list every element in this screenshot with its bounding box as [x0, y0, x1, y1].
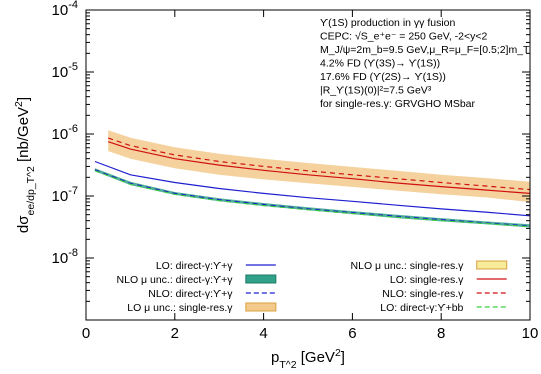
line-lo-single-res — [108, 141, 530, 194]
y-tick-label: 10-7 — [52, 185, 78, 205]
plot-frame — [85, 9, 531, 321]
annotation-block: ϒ(1S) production in γγ fusion CEPC: √S_e⁺… — [320, 17, 530, 110]
line-nlo-direct — [94, 169, 530, 227]
legend-label: LO μ unc.: single-res.γ — [127, 302, 233, 314]
annotation-line: ϒ(1S) production in γγ fusion — [320, 17, 456, 29]
legend-label: LO: single-res.γ — [390, 274, 464, 286]
x-tick-label: 4 — [259, 325, 267, 342]
y-tick-label: 10-4 — [52, 0, 78, 19]
x-axis-label: pT^2 [GeV2] — [271, 347, 345, 371]
legend-swatch — [245, 274, 277, 284]
x-tick-label: 10 — [522, 325, 539, 342]
annotation-line: |R_ϒ(1S)(0)|²=7.5 GeV³ — [320, 85, 432, 97]
legend-label: NLO μ unc.: single-res.γ — [351, 260, 465, 272]
ticks-layer: 0 2 4 6 8 10 10-8 10-7 10-6 10-5 10-4 — [52, 0, 539, 342]
line-lo-direct-bb — [94, 170, 530, 228]
annotation-line: M_J/ψ=2m_b=9.5 GeV,μ_R=μ_F=[0.5;2]m_T — [320, 44, 530, 56]
legend-label: LO: direct-γ:ϒ+γ — [156, 260, 233, 272]
line-nlo-single-res — [108, 137, 530, 191]
y-tick-label: 10-5 — [52, 61, 78, 81]
bands-layer — [94, 130, 530, 228]
x-tick-label: 8 — [437, 325, 445, 342]
y-tick-label: 10-6 — [52, 123, 78, 143]
y-tick-label: 10-8 — [52, 247, 78, 267]
legend: LO: direct-γ:ϒ+γ NLO μ unc.: direct-γ:ϒ+γ… — [117, 260, 508, 314]
annotation-line: CEPC: √S_e⁺e⁻ = 250 GeV, -2<y<2 — [320, 31, 488, 43]
legend-swatch — [245, 302, 277, 312]
x-tick-label: 6 — [348, 325, 356, 342]
band-nlo-unc-direct — [94, 168, 530, 228]
annotation-line: for single-res.γ: GRVGHO MSbar — [320, 98, 476, 110]
legend-label: NLO μ unc.: direct-γ:ϒ+γ — [117, 274, 234, 286]
x-tick-label: 0 — [82, 325, 90, 342]
y-axis-label: dσee/dp_T^2 [nb/GeV2] — [13, 97, 37, 233]
lines-layer — [94, 137, 530, 228]
x-tick-label: 2 — [171, 325, 179, 342]
annotation-line: 4.2% FD (ϒ(3S)→ ϒ(1S)) — [320, 58, 440, 70]
annotation-line: 17.6% FD (ϒ(2S)→ ϒ(1S)) — [320, 71, 446, 83]
legend-label: LO: direct-γ:ϒ+bb — [380, 302, 463, 314]
band-lo-unc-single-res — [108, 130, 530, 202]
legend-label: NLO: single-res.γ — [382, 288, 464, 300]
legend-swatch — [476, 260, 508, 270]
legend-label: NLO: direct-γ:ϒ+γ — [148, 288, 233, 300]
line-lo-direct — [94, 160, 530, 217]
